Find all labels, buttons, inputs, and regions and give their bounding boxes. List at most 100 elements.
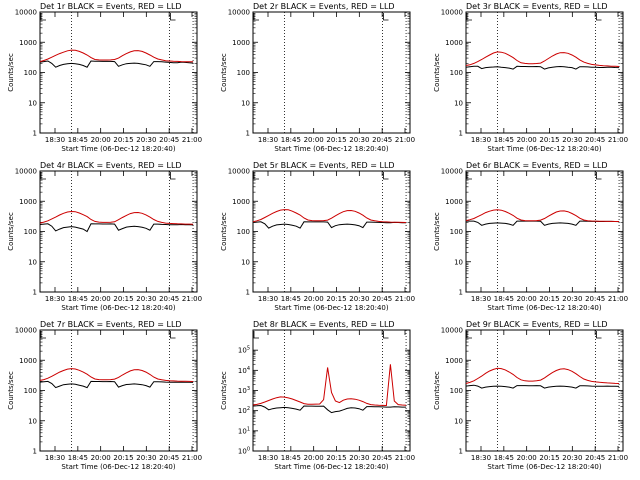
detector-panel: Det 8r BLACK = Events, RED = LLD10010110… bbox=[220, 320, 415, 471]
x-tick-label: 21:00 bbox=[608, 295, 628, 303]
y-tick-label: 10000 bbox=[15, 327, 37, 335]
y-tick-label: 1 bbox=[246, 289, 250, 297]
x-tick-label: 18:30 bbox=[45, 454, 65, 462]
x-tick-label: 20:00 bbox=[517, 454, 537, 462]
y-axis-label: Counts/sec bbox=[7, 212, 15, 251]
y-axis-label: Counts/sec bbox=[220, 371, 228, 410]
y-tick-label: 1000 bbox=[232, 39, 250, 47]
y-axis-label: Counts/sec bbox=[220, 212, 228, 251]
y-tick-exponent: 0 bbox=[247, 447, 250, 453]
events-series-line bbox=[466, 220, 620, 226]
panel-title: Det 9r BLACK = Events, RED = LLD bbox=[466, 320, 608, 329]
x-tick-label: 20:00 bbox=[517, 136, 537, 144]
x-tick-label: 18:30 bbox=[471, 295, 491, 303]
y-axis-label: Counts/sec bbox=[7, 53, 15, 92]
segment-marker bbox=[596, 13, 602, 21]
detector-panel: Det 9r BLACK = Events, RED = LLD 1 10 100 10… bbox=[433, 320, 628, 471]
x-tick-label: 20:15 bbox=[326, 136, 346, 144]
plot-frame bbox=[39, 170, 198, 293]
detector-panel: Det 2r BLACK = Events, RED = LLD 1 10 100 10… bbox=[220, 2, 415, 153]
panel-title: Det 3r BLACK = Events, RED = LLD bbox=[466, 2, 608, 11]
panel-title: Det 6r BLACK = Events, RED = LLD bbox=[466, 161, 608, 170]
y-tick-exponent: 5 bbox=[247, 346, 250, 352]
x-tick-label: 20:45 bbox=[585, 136, 605, 144]
y-tick-label: 100 bbox=[450, 228, 463, 236]
y-tick-label: 10000 bbox=[15, 9, 37, 17]
y-tick-label: 100 bbox=[237, 228, 250, 236]
x-axis-label: Start Time (06-Dec-12 18:20:40) bbox=[274, 463, 388, 471]
x-tick-label: 20:15 bbox=[113, 454, 133, 462]
y-tick-label: 100 bbox=[24, 69, 37, 77]
x-tick-label: 18:30 bbox=[471, 136, 491, 144]
y-axis-label: Counts/sec bbox=[220, 53, 228, 92]
panel-title: Det 5r BLACK = Events, RED = LLD bbox=[253, 161, 395, 170]
y-tick-label: 1 bbox=[33, 130, 37, 138]
y-tick-label: 100 bbox=[450, 69, 463, 77]
y-tick-label: 101 bbox=[238, 426, 250, 435]
x-tick-label: 20:45 bbox=[159, 454, 179, 462]
x-axis-label: Start Time (06-Dec-12 18:20:40) bbox=[274, 145, 388, 153]
plot-frame bbox=[252, 170, 411, 293]
y-tick-label: 100 bbox=[237, 69, 250, 77]
y-tick-label: 1000 bbox=[19, 357, 37, 365]
corner-marker bbox=[466, 331, 472, 339]
x-tick-label: 21:00 bbox=[395, 136, 415, 144]
plot-frame bbox=[465, 11, 624, 134]
panel-title: Det 7r BLACK = Events, RED = LLD bbox=[40, 320, 182, 329]
panel-title: Det 8r BLACK = Events, RED = LLD bbox=[253, 320, 395, 329]
lld-series-line bbox=[39, 210, 194, 225]
y-axis-label: Counts/sec bbox=[433, 53, 441, 92]
x-tick-label: 20:30 bbox=[349, 136, 369, 144]
x-axis-label: Start Time (06-Dec-12 18:20:40) bbox=[61, 463, 175, 471]
x-tick-label: 18:45 bbox=[68, 136, 88, 144]
events-series-line bbox=[252, 221, 407, 229]
corner-marker bbox=[40, 331, 46, 339]
detector-panel: Det 4r BLACK = Events, RED = LLD 1 10 100 10… bbox=[7, 161, 202, 312]
x-axis-label: Start Time (06-Dec-12 18:20:40) bbox=[61, 304, 175, 312]
y-tick-label: 10000 bbox=[15, 168, 37, 176]
y-tick-label: 10000 bbox=[441, 327, 463, 335]
events-series-line bbox=[465, 65, 620, 70]
y-tick-label: 1 bbox=[459, 289, 463, 297]
y-axis-label: Counts/sec bbox=[7, 371, 15, 410]
x-tick-label: 18:30 bbox=[258, 454, 278, 462]
y-tick-label: 10 bbox=[454, 258, 463, 266]
y-tick-label: 10 bbox=[454, 99, 463, 107]
x-tick-label: 18:45 bbox=[494, 136, 514, 144]
x-tick-label: 20:15 bbox=[539, 454, 559, 462]
events-series-line bbox=[39, 223, 194, 233]
x-tick-label: 20:15 bbox=[539, 136, 559, 144]
x-tick-label: 18:45 bbox=[494, 295, 514, 303]
lld-series-line bbox=[465, 367, 620, 384]
y-tick-label: 10 bbox=[241, 99, 250, 107]
y-tick-label: 104 bbox=[238, 366, 250, 375]
y-tick-label: 100 bbox=[24, 228, 37, 236]
y-tick-label: 1 bbox=[33, 289, 37, 297]
y-tick-label: 1000 bbox=[19, 198, 37, 206]
x-tick-label: 20:00 bbox=[91, 295, 111, 303]
corner-marker bbox=[253, 331, 259, 339]
y-tick-label: 1 bbox=[246, 130, 250, 138]
y-tick-label: 105 bbox=[238, 346, 250, 355]
y-tick-label: 1000 bbox=[445, 39, 463, 47]
corner-marker bbox=[253, 13, 259, 21]
y-tick-label: 10 bbox=[28, 258, 37, 266]
y-tick-label: 100 bbox=[450, 387, 463, 395]
y-tick-exponent: 4 bbox=[247, 366, 250, 372]
y-tick-label: 1000 bbox=[19, 39, 37, 47]
detector-panel: Det 3r BLACK = Events, RED = LLD 1 10 100 10… bbox=[433, 2, 628, 153]
x-tick-label: 20:30 bbox=[562, 136, 582, 144]
y-tick-exponent: 2 bbox=[247, 406, 250, 412]
y-tick-label: 1000 bbox=[445, 198, 463, 206]
x-tick-label: 20:30 bbox=[349, 454, 369, 462]
y-tick-label: 10 bbox=[28, 417, 37, 425]
y-tick-label: 1 bbox=[459, 130, 463, 138]
y-tick-exponent: 1 bbox=[247, 426, 250, 432]
lld-series-line bbox=[39, 368, 194, 382]
x-tick-label: 20:15 bbox=[113, 136, 133, 144]
corner-marker bbox=[253, 172, 259, 180]
segment-marker bbox=[383, 172, 389, 180]
y-axis-label: Counts/sec bbox=[433, 371, 441, 410]
y-tick-label: 10000 bbox=[228, 168, 250, 176]
panel-title: Det 4r BLACK = Events, RED = LLD bbox=[40, 161, 182, 170]
